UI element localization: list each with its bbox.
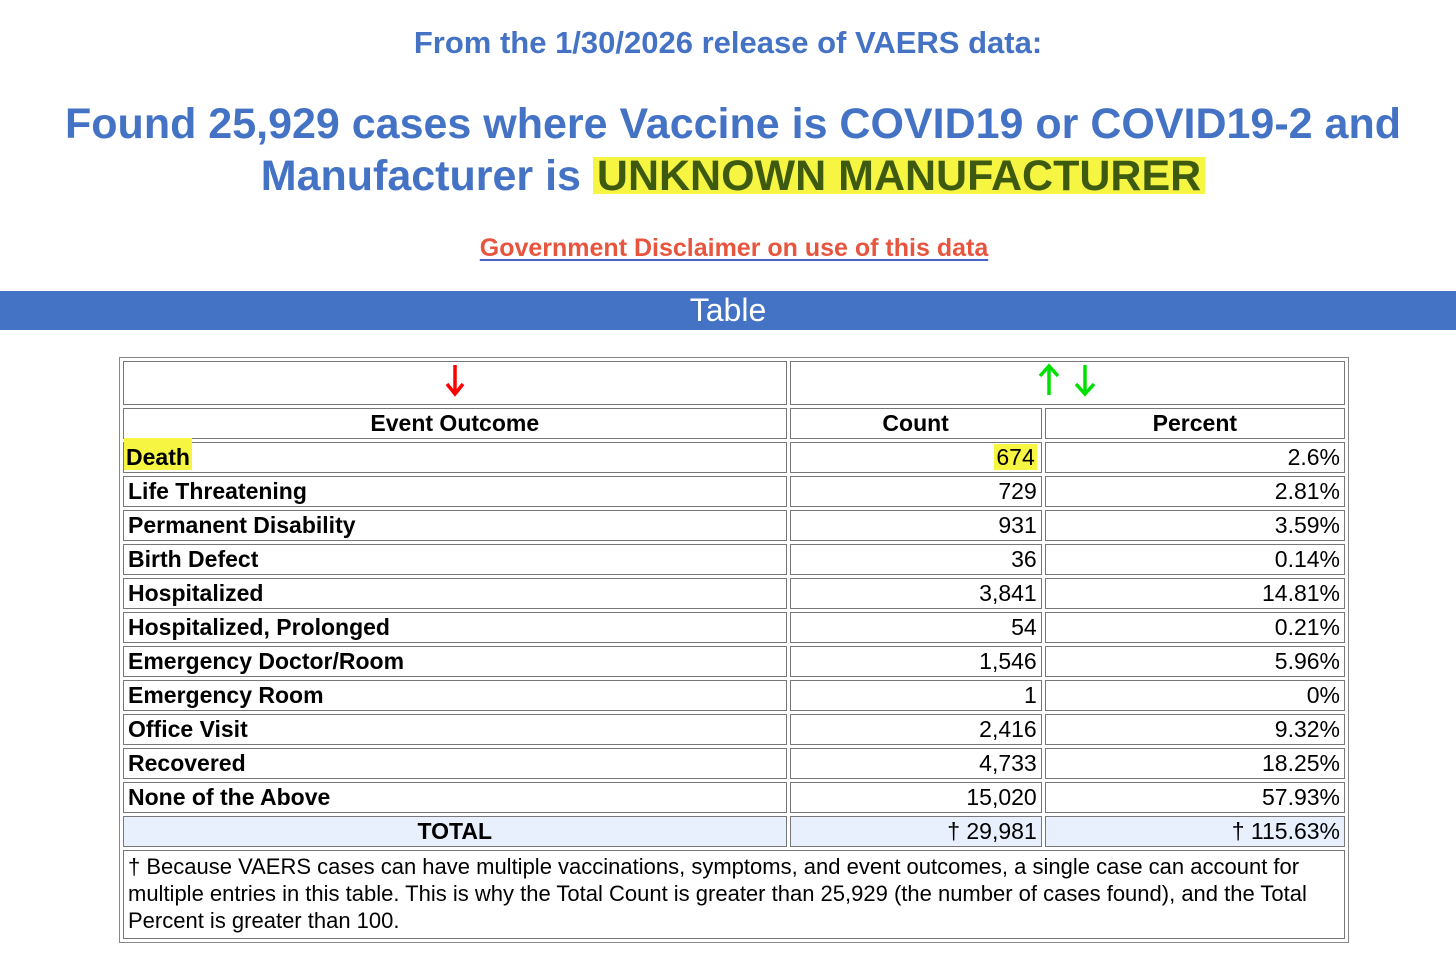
- page-headline: Found 25,929 cases where Vaccine is COVI…: [0, 98, 1456, 202]
- sort-down-green-arrow-icon[interactable]: [1070, 363, 1100, 404]
- highlighted-manufacturer: UNKNOWN MANUFACTURER: [592, 152, 1206, 200]
- table-row: Emergency Room 1 0%: [123, 680, 1345, 711]
- table-row: Recovered 4,733 18.25%: [123, 748, 1345, 779]
- row-percent: 18.25%: [1044, 748, 1345, 779]
- row-count: 1,546: [789, 646, 1042, 677]
- government-disclaimer-link[interactable]: Government Disclaimer on use of this dat…: [479, 234, 989, 262]
- count-header[interactable]: Count: [789, 408, 1042, 439]
- table-row: Hospitalized, Prolonged 54 0.21%: [123, 612, 1345, 643]
- row-count: 15,020: [789, 782, 1042, 813]
- total-row: TOTAL † 29,981 † 115.63%: [123, 816, 1345, 847]
- sort-up-green-arrow-icon[interactable]: [1034, 362, 1064, 404]
- event-outcome-header[interactable]: Event Outcome: [123, 408, 787, 439]
- row-percent: 0.21%: [1044, 612, 1345, 643]
- row-outcome: Birth Defect: [123, 544, 787, 575]
- row-count: 2,416: [789, 714, 1042, 745]
- table-banner: Table: [0, 291, 1456, 330]
- table-row: Hospitalized 3,841 14.81%: [123, 578, 1345, 609]
- table-row: Emergency Doctor/Room 1,546 5.96%: [123, 646, 1345, 677]
- row-percent: 14.81%: [1044, 578, 1345, 609]
- row-outcome: Life Threatening: [123, 476, 787, 507]
- table-row: None of the Above 15,020 57.93%: [123, 782, 1345, 813]
- row-outcome: Hospitalized: [123, 578, 787, 609]
- row-count: 54: [789, 612, 1042, 643]
- table-row: Death 674 2.6%: [123, 438, 1345, 473]
- outcome-table: Event Outcome Count Percent Death 674 2.…: [119, 357, 1349, 943]
- table-row: Office Visit 2,416 9.32%: [123, 714, 1345, 745]
- row-percent: 57.93%: [1044, 782, 1345, 813]
- row-percent: 3.59%: [1044, 510, 1345, 541]
- sort-down-red-arrow-icon[interactable]: [445, 363, 465, 404]
- footnote-row: † Because VAERS cases can have multiple …: [123, 850, 1345, 939]
- table-row: Life Threatening 729 2.81%: [123, 476, 1345, 507]
- row-outcome: Hospitalized, Prolonged: [123, 612, 787, 643]
- highlighted-death-count: 674: [994, 444, 1037, 470]
- row-outcome: None of the Above: [123, 782, 787, 813]
- headline-line-1: Found 25,929 cases where Vaccine is COVI…: [65, 100, 1401, 148]
- row-percent: 5.96%: [1044, 646, 1345, 677]
- sort-arrow-row: [123, 361, 1345, 405]
- row-count: 4,733: [789, 748, 1042, 779]
- table-header-row: Event Outcome Count Percent: [123, 408, 1345, 439]
- row-count: 931: [789, 510, 1042, 541]
- table-row: Permanent Disability 931 3.59%: [123, 510, 1345, 541]
- row-outcome: Permanent Disability: [123, 510, 787, 541]
- headline-prefix: Manufacturer is: [260, 152, 593, 200]
- disclaimer: Government Disclaimer on use of this dat…: [0, 232, 1456, 264]
- release-line: From the 1/30/2026 release of VAERS data…: [413, 25, 1043, 60]
- row-percent: 9.32%: [1044, 714, 1345, 745]
- row-outcome: Recovered: [123, 748, 787, 779]
- count-sort-cell: [789, 361, 1345, 405]
- percent-header[interactable]: Percent: [1044, 408, 1345, 439]
- row-percent: 0.14%: [1044, 544, 1345, 575]
- table-footnote: † Because VAERS cases can have multiple …: [123, 850, 1345, 939]
- row-count: 36: [789, 544, 1042, 575]
- headline-line-2: Manufacturer is UNKNOWN MANUFACTURER: [0, 150, 1456, 202]
- row-outcome: Office Visit: [123, 714, 787, 745]
- row-percent: 0%: [1044, 680, 1345, 711]
- row-percent: 2.81%: [1044, 476, 1345, 507]
- row-count: 3,841: [789, 578, 1042, 609]
- row-percent: 2.6%: [1044, 442, 1345, 473]
- outcome-sort-cell: [123, 361, 787, 405]
- row-count: 1: [789, 680, 1042, 711]
- total-label: TOTAL: [123, 816, 787, 847]
- row-outcome: Emergency Room: [123, 680, 787, 711]
- total-percent: † 115.63%: [1044, 816, 1345, 847]
- row-outcome: Death: [123, 438, 787, 473]
- row-outcome: Emergency Doctor/Room: [123, 646, 787, 677]
- outcome-table-container: Event Outcome Count Percent Death 674 2.…: [119, 357, 1349, 943]
- row-count: 674: [789, 442, 1042, 473]
- highlighted-death-label: Death: [124, 438, 192, 470]
- row-count: 729: [789, 476, 1042, 507]
- table-row: Birth Defect 36 0.14%: [123, 544, 1345, 575]
- total-count: † 29,981: [789, 816, 1042, 847]
